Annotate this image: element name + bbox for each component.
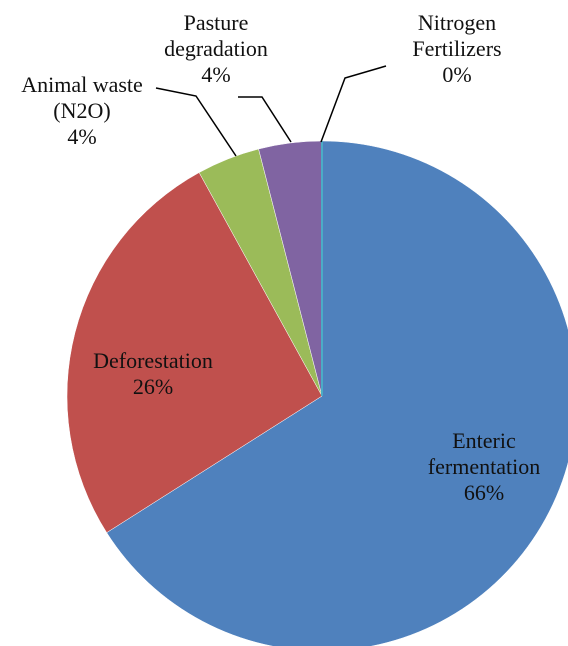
pie-slice <box>66 172 323 533</box>
category-label: Deforestation <box>93 348 213 373</box>
value-label: 4% <box>67 124 97 149</box>
category-label: Pasture degradation <box>164 10 268 61</box>
pie-slice <box>106 140 568 646</box>
value-label: 0% <box>442 62 472 87</box>
category-label: Nitrogen Fertilizers <box>412 10 502 61</box>
slice-label: Deforestation 26% <box>73 348 233 400</box>
category-label: Enteric fermentation <box>427 428 541 479</box>
leader-line <box>155 87 237 157</box>
value-label: 66% <box>463 480 505 505</box>
value-label: 26% <box>132 374 174 399</box>
leader-line <box>238 96 292 143</box>
leader-line <box>320 65 387 143</box>
slice-label: Enteric fermentation 66% <box>409 428 559 506</box>
slice-label: Nitrogen Fertilizers 0% <box>392 10 522 88</box>
value-label: 4% <box>201 62 231 87</box>
slice-label: Animal waste (N2O) 4% <box>7 72 157 150</box>
category-label: Animal waste (N2O) <box>21 72 143 123</box>
slice-label: Pasture degradation 4% <box>146 10 286 88</box>
